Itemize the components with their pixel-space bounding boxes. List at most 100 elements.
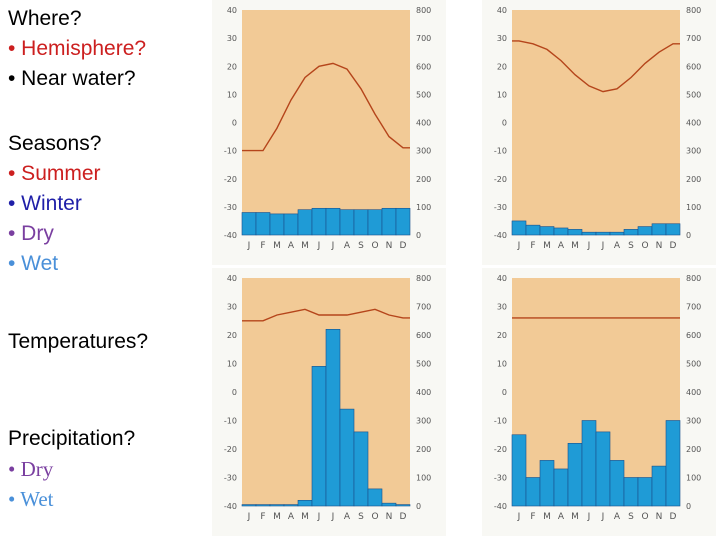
precipitation-tick-label: 100 [686,474,701,483]
month-label: M [543,241,551,251]
precipitation-bar [567,443,583,507]
temperature-tick-label: -10 [224,417,237,426]
month-label: J [601,512,605,522]
temperature-tick-label: -30 [224,203,237,212]
temperatures-block: Temperatures? [8,327,148,357]
precipitation-tick-label: 800 [416,274,431,283]
temperature-tick-label: 20 [497,331,507,340]
precipitation-bar [623,229,639,236]
precipitation-tick-label: 0 [416,502,421,511]
month-label: M [301,241,309,251]
precipitation-bar [539,460,555,507]
seasons-item-summer: • Summer [8,162,101,185]
precipitation-bar [637,226,653,236]
month-label: A [344,241,351,251]
precipitation-bar [269,213,285,236]
precipitation-bar [353,431,369,507]
temperature-tick-label: -40 [224,502,237,511]
month-label: A [614,241,621,251]
temperature-line [242,308,410,322]
precipitation-bar [637,477,653,507]
precipitation-tick-label: 800 [686,274,701,283]
month-label: F [530,512,535,522]
precipitation-bar [367,209,383,236]
climate-chart-2-svg: 403020100-10-20-30-408007006005004003002… [494,6,701,251]
temperature-tick-label: -40 [494,502,507,511]
precipitation-tick-label: 200 [416,175,431,184]
precipitation-bar [297,209,313,236]
climate-chart-4: 40 30 20 10 0 -10 -20 -30 -40 800 700 600 500 400 300 2… [482,268,716,536]
month-label: D [670,241,677,251]
temperature-tick-label: -30 [494,203,507,212]
month-label: N [386,512,393,522]
temperature-tick-label: 0 [232,388,237,397]
precipitation-bar [553,227,569,236]
precipitation-tick-label: 700 [686,303,701,312]
temperature-tick-label: -10 [494,147,507,156]
temperature-tick-label: 10 [227,90,237,99]
climate-chart-2: 40 30 20 10 0 -10 -20 -30 -40 800 700 600 500 400 300 2… [482,0,716,265]
precipitation-bar [665,223,681,236]
temperature-tick-label: 40 [227,274,237,283]
precipitation-tick-label: 200 [416,445,431,454]
temperature-tick-label: -10 [494,417,507,426]
precipitation-bar [651,465,667,507]
temperature-tick-label: -30 [494,474,507,483]
month-label: J [247,512,251,522]
climate-chart-4-svg: 403020100-10-20-30-408007006005004003002… [494,274,701,522]
precipitation-bar [339,209,355,236]
precipitation-bar [511,220,527,236]
where-block: Where? • Hemisphere? • Near water? [8,4,146,94]
precipitation-tick-label: 300 [416,147,431,156]
month-label: F [530,241,535,251]
temperature-tick-label: 30 [227,303,237,312]
month-label: S [358,241,364,251]
temperature-tick-label: 30 [227,34,237,43]
precipitation-bar [241,212,257,236]
temperature-tick-label: 40 [497,274,507,283]
month-label: J [517,241,521,251]
precipitation-tick-label: 500 [686,360,701,369]
precipitation-bar [297,500,313,507]
temperature-tick-label: 0 [502,388,507,397]
temperature-tick-label: 10 [497,90,507,99]
precipitation-bar [269,504,285,507]
month-label: M [273,241,281,251]
seasons-block: Seasons? • Summer • Winter • Dry • Wet [8,129,101,279]
precipitation-tick-label: 300 [416,417,431,426]
precipitation-bar [525,224,541,236]
precipitation-bar [395,207,411,236]
month-label: J [587,512,591,522]
precipitation-bar [651,223,667,236]
precipitation-bar [609,231,625,236]
seasons-title: Seasons? [8,132,102,155]
month-label: S [628,241,634,251]
month-label: O [371,241,378,251]
month-label: N [656,512,663,522]
temperature-tick-label: 0 [232,119,237,128]
where-item-hemisphere: • Hemisphere? [8,37,147,60]
temperature-tick-label: 40 [227,6,237,15]
plot-area [512,10,680,235]
seasons-item-dry: • Dry [8,222,54,245]
precipitation-tick-label: 0 [686,502,691,511]
temperature-tick-label: -20 [494,175,507,184]
precipitation-bar [339,408,355,507]
precipitation-bar [367,488,383,507]
precipitation-tick-label: 700 [416,303,431,312]
precipitation-tick-label: 500 [416,360,431,369]
temperature-tick-label: 20 [227,331,237,340]
precipitation-tick-label: 0 [686,231,691,240]
month-label: D [670,512,677,522]
where-item-near-water: • Near water? [8,67,136,90]
precipitation-block: Precipitation? • Dry • Wet [8,424,135,514]
month-label: J [587,241,591,251]
month-label: F [260,241,265,251]
precipitation-title: Precipitation? [8,427,136,450]
temperature-tick-label: -40 [494,231,507,240]
precipitation-tick-label: 100 [416,203,431,212]
question-list: Where? • Hemisphere? • Near water? Seaso… [0,0,200,540]
precipitation-bar [325,207,341,236]
temperature-tick-label: -20 [224,175,237,184]
precipitation-bar [581,420,597,507]
